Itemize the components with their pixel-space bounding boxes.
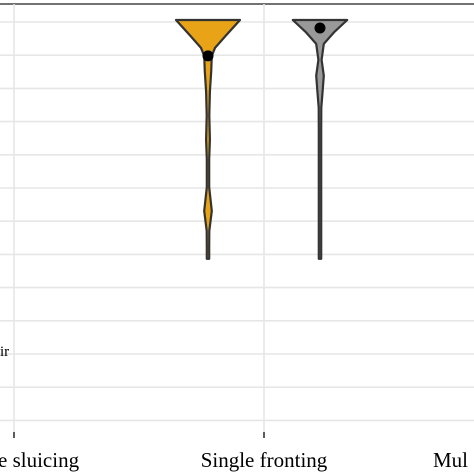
plot-background <box>0 4 474 432</box>
violin-orange-single-fronting <box>174 18 242 260</box>
x-axis: e sluicing Single fronting Mul <box>0 432 468 472</box>
mean-point-grey-single-fronting <box>314 22 326 34</box>
violins <box>174 18 349 260</box>
x-tick-label: Mul <box>433 448 468 472</box>
side-label-fragment: ir <box>0 344 9 360</box>
x-tick-label: Single fronting <box>201 448 328 472</box>
violin-grey-single-fronting <box>291 18 349 260</box>
grid <box>0 3 474 432</box>
x-tick-label: e sluicing <box>0 448 80 472</box>
mean-point-orange-single-fronting <box>202 50 214 62</box>
